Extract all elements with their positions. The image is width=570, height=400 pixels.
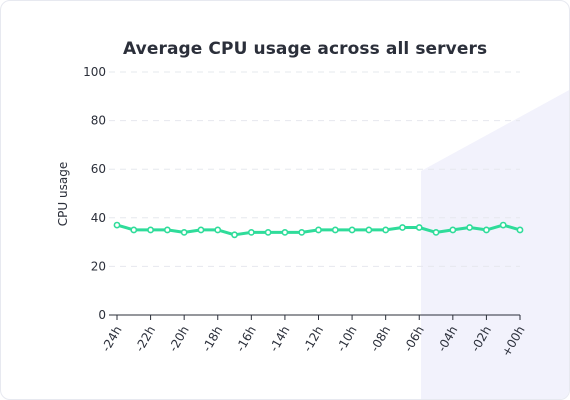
x-tick-label: -24h [99, 324, 125, 355]
axis-layer: 0 20 40 60 80 100 -24h -22h -20h -18h -16h -14h -12h… [83, 65, 528, 359]
data-point [247, 228, 255, 236]
data-point [415, 224, 423, 231]
data-point [499, 221, 507, 229]
grid-layer [109, 71, 520, 267]
data-point [315, 226, 322, 234]
x-tick-label: -06h [401, 324, 427, 355]
data-point [180, 228, 188, 236]
data-point [264, 228, 272, 236]
y-tick-label: 80 [91, 114, 106, 128]
x-tick-label: -18h [200, 324, 226, 355]
data-point [214, 226, 222, 234]
data-point [231, 231, 238, 239]
x-tick-label: -04h [435, 324, 461, 355]
y-tick-label: 60 [91, 162, 106, 176]
y-tick-label: 40 [91, 211, 106, 225]
chart-title: Average CPU usage across all servers [123, 39, 488, 59]
data-point [298, 228, 306, 236]
data-point [281, 228, 289, 236]
data-point [399, 224, 406, 231]
x-tick-label: -08h [368, 324, 394, 355]
y-tick-label: 20 [91, 259, 106, 273]
x-tick-label: -16h [233, 324, 259, 355]
data-point [382, 226, 390, 234]
data-point [432, 228, 440, 236]
series-layer [113, 221, 524, 239]
data-point [331, 226, 339, 234]
x-tick-label: -14h [267, 324, 293, 355]
data-point [466, 224, 474, 231]
y-tick-label: 0 [98, 308, 106, 322]
data-point [516, 226, 524, 234]
data-point [113, 221, 121, 229]
x-tick-label: -12h [300, 324, 326, 355]
data-point [449, 226, 457, 234]
x-tick-label: -10h [334, 324, 360, 355]
x-tick-label: +00h [499, 324, 528, 360]
x-tick-label: -20h [166, 324, 192, 355]
data-point [197, 226, 205, 234]
data-point [348, 226, 356, 234]
data-point [147, 226, 154, 234]
y-tick-label: 100 [83, 65, 106, 79]
data-point [163, 226, 171, 234]
data-point [483, 226, 490, 234]
data-point [130, 226, 138, 234]
x-tick-label: -22h [132, 324, 158, 355]
data-point [365, 226, 373, 234]
x-tick-label: -02h [468, 323, 494, 354]
